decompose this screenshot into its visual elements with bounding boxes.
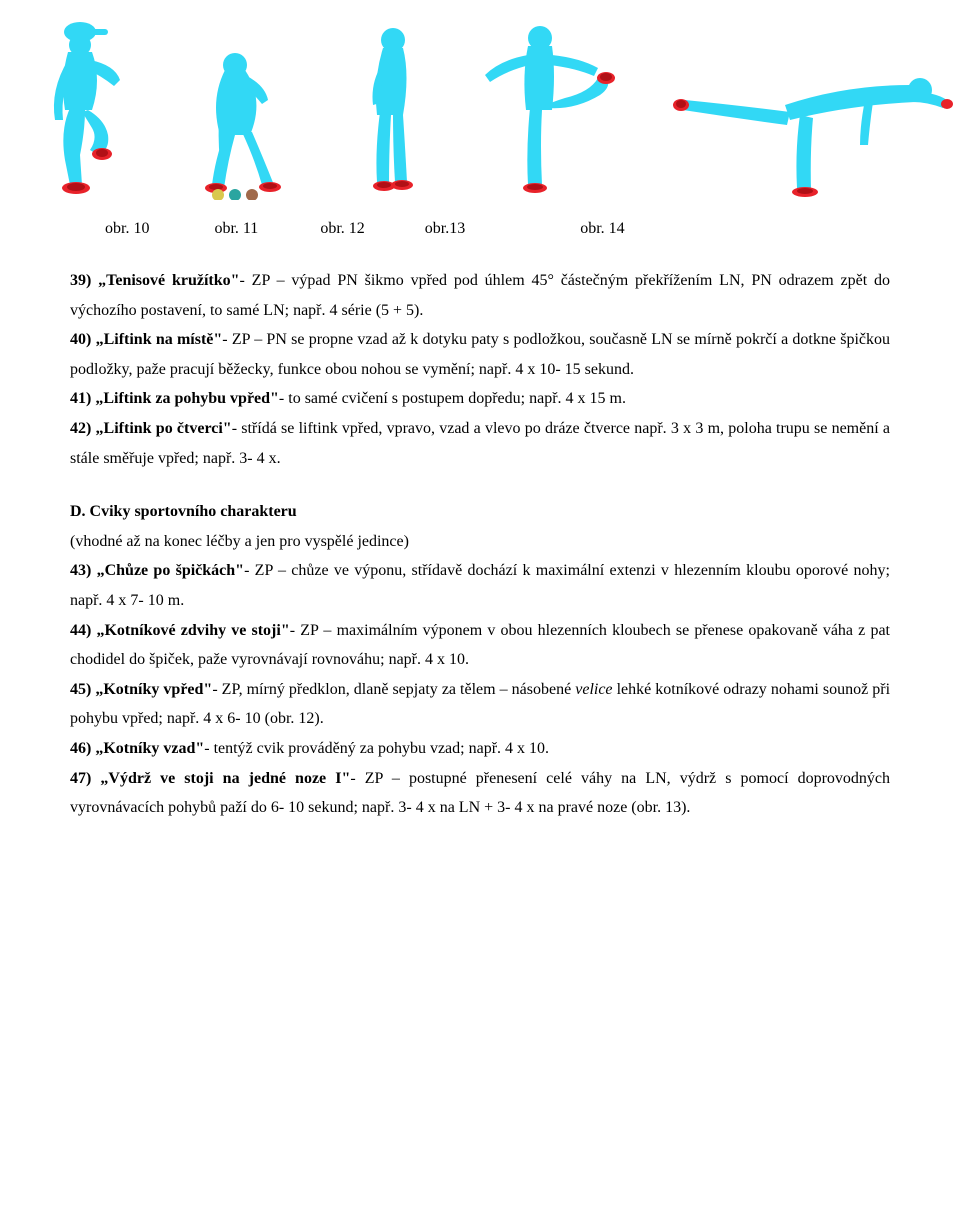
section-d-sub: (vhodné až na konec léčby a jen pro vysp… <box>70 527 890 557</box>
text-46: - tentýž cvik prováděný za pohybu vzad; … <box>204 740 549 757</box>
caption-12: obr. 12 <box>320 220 364 238</box>
caption-11: obr. 11 <box>214 220 258 238</box>
section-d-heading: D. Cviky sportovního charakteru <box>70 497 890 527</box>
figure-captions: obr. 10 obr. 11 obr. 12 obr.13 obr. 14 <box>70 220 890 238</box>
term-45: 45) „Kotníky vpřed" <box>70 681 212 698</box>
para-45: 45) „Kotníky vpřed"- ZP, mírný předklon,… <box>70 675 890 734</box>
figure-14 <box>665 50 955 200</box>
term-42: 42) „Liftink po čtverci" <box>70 420 232 437</box>
para-47: 47) „Výdrž ve stoji na jedné noze I"- ZP… <box>70 764 890 823</box>
section-d-title: D. Cviky sportovního charakteru <box>70 503 297 520</box>
caption-14: obr. 14 <box>580 220 624 238</box>
text-41: - to samé cvičení s postupem dopředu; na… <box>279 390 626 407</box>
caption-13: obr.13 <box>425 220 465 238</box>
figure-12 <box>335 20 440 200</box>
term-47: 47) „Výdrž ve stoji na jedné noze I" <box>70 770 350 787</box>
caption-10: obr. 10 <box>105 220 149 238</box>
text-45-italic: velice <box>575 681 612 698</box>
document-page: obr. 10 obr. 11 obr. 12 obr.13 obr. 14 3… <box>0 0 960 863</box>
term-46: 46) „Kotníky vzad" <box>70 740 204 757</box>
para-43: 43) „Chůze po špičkách"- ZP – chůze ve v… <box>70 556 890 615</box>
term-39: 39) „Tenisové kružítko" <box>70 272 240 289</box>
text-45a: - ZP, mírný předklon, dlaně sepjaty za t… <box>212 681 575 698</box>
para-39: 39) „Tenisové kružítko"- ZP – výpad PN š… <box>70 266 890 325</box>
figure-10 <box>30 20 150 200</box>
para-40: 40) „Liftink na místě"- ZP – PN se propn… <box>70 325 890 384</box>
para-41: 41) „Liftink za pohybu vpřed"- to samé c… <box>70 384 890 414</box>
term-44: 44) „Kotníkové zdvihy ve stoji" <box>70 622 290 639</box>
figure-11 <box>180 20 305 200</box>
term-40: 40) „Liftink na místě" <box>70 331 222 348</box>
figure-13 <box>470 20 635 200</box>
term-43: 43) „Chůze po špičkách" <box>70 562 244 579</box>
figure-row <box>30 10 890 200</box>
para-46: 46) „Kotníky vzad"- tentýž cvik prováděn… <box>70 734 890 764</box>
para-42: 42) „Liftink po čtverci"- střídá se lift… <box>70 414 890 473</box>
para-44: 44) „Kotníkové zdvihy ve stoji"- ZP – ma… <box>70 616 890 675</box>
term-41: 41) „Liftink za pohybu vpřed" <box>70 390 279 407</box>
